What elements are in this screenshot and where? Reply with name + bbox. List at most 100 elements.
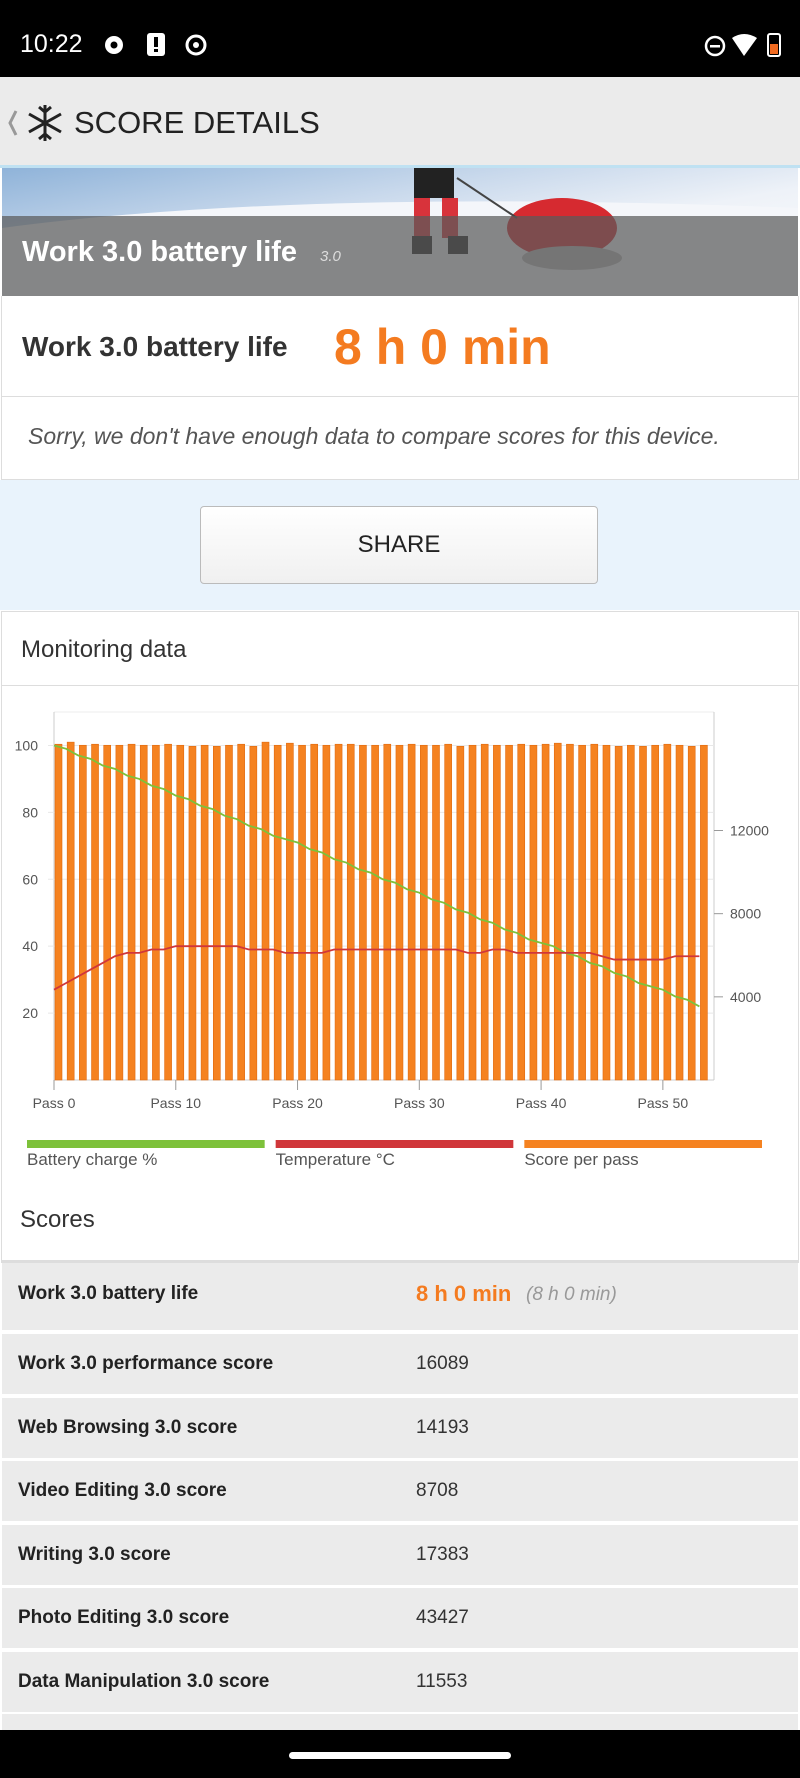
score-value: 14193 [416, 1416, 469, 1438]
score-bar [700, 744, 708, 1081]
score-bar [639, 746, 647, 1081]
y-tick-label: 40 [22, 938, 38, 954]
y2-tick-label: 4000 [730, 989, 761, 1005]
legend-label: Score per pass [524, 1150, 638, 1169]
score-bar [663, 743, 672, 1081]
score-label: Web Browsing 3.0 score [18, 1416, 238, 1438]
nav-bar [0, 1730, 800, 1778]
score-bar [553, 742, 562, 1081]
score-value: 8708 [416, 1480, 459, 1501]
score-bar [91, 743, 99, 1081]
score-bar [529, 744, 538, 1081]
y-tick-label: 80 [22, 804, 38, 820]
status-icons [105, 33, 207, 56]
score-bar [371, 744, 379, 1081]
y-tick-label: 100 [15, 737, 39, 753]
score-bar [432, 744, 440, 1081]
score-bar [139, 744, 148, 1081]
page-title: SCORE DETAILS [74, 105, 320, 140]
score-bar [152, 744, 160, 1081]
note-card: Sorry, we don't have enough data to comp… [1, 397, 799, 480]
score-bar [578, 744, 586, 1081]
score-value: 17383 [416, 1543, 469, 1565]
app-header: SCORE DETAILS [0, 77, 800, 168]
monitoring-chart: 20 40 60 80 100 4000 8000 12000 Pass 0 Pass 10 Pas… [15, 711, 769, 1169]
score-row: Work 3.0 performance score 16089 [2, 1334, 798, 1394]
score-value: 16089 [416, 1353, 469, 1374]
score-bar [273, 744, 282, 1081]
score-bar [115, 744, 124, 1081]
score-row: Video Editing 3.0 score 8708 [2, 1461, 798, 1521]
score-bar [103, 744, 112, 1081]
score-bar [310, 743, 319, 1081]
home-indicator[interactable] [289, 1752, 511, 1759]
score-bar [541, 743, 550, 1081]
partial-row [2, 1714, 798, 1730]
x-tick-label: Pass 50 [638, 1095, 689, 1111]
score-bar [188, 746, 197, 1081]
back-icon[interactable] [6, 101, 70, 145]
scores-table: Work 3.0 battery life 8 h 0 min (8 h 0 min… [2, 1263, 798, 1712]
y-tick-label: 20 [22, 1005, 38, 1021]
score-bar [627, 744, 635, 1081]
score-label: Work 3.0 performance score [18, 1353, 274, 1374]
banner-title: Work 3.0 battery life [22, 236, 298, 268]
y2-tick-label: 12000 [730, 823, 769, 839]
score-bar [359, 744, 367, 1081]
legend-swatch [27, 1140, 265, 1148]
score-bar [225, 744, 233, 1081]
status-time: 10:22 [20, 30, 83, 58]
score-bar [213, 746, 221, 1081]
series-line [53, 945, 700, 991]
score-bar [127, 743, 136, 1081]
score-bar [176, 744, 185, 1081]
result-value: 8 h 0 min [334, 319, 551, 375]
legend-swatch [524, 1140, 762, 1148]
score-label: Data Manipulation 3.0 score [18, 1670, 270, 1692]
x-tick-label: Pass 40 [516, 1095, 567, 1111]
score-bar [590, 743, 599, 1081]
x-tick-label: Pass 10 [150, 1095, 201, 1111]
score-bar [322, 744, 331, 1081]
score-label: Video Editing 3.0 score [18, 1480, 227, 1501]
legend-label: Temperature °C [276, 1150, 395, 1169]
banner-version: 3.0 [320, 248, 341, 265]
score-row: Writing 3.0 score 17383 [2, 1524, 798, 1585]
scores-title: Scores [20, 1206, 95, 1233]
score-bar [395, 744, 404, 1081]
status-right-icons [704, 33, 781, 57]
score-value: 8 h 0 min [416, 1281, 512, 1306]
score-bar [687, 746, 696, 1081]
legend-swatch [275, 1140, 514, 1148]
score-bar [334, 743, 343, 1081]
score-row: Web Browsing 3.0 score 14193 [2, 1397, 798, 1458]
status-bar: 10:22 [0, 0, 800, 77]
score-bar [298, 744, 306, 1081]
monitoring-title: Monitoring data [21, 636, 187, 663]
score-bar [566, 743, 574, 1081]
score-bar [286, 742, 294, 1081]
score-bar [66, 741, 75, 1081]
score-bar [444, 743, 452, 1081]
score-bar [420, 744, 428, 1081]
score-bar [79, 744, 87, 1081]
share-button[interactable]: SHARE [200, 506, 598, 584]
score-bar [407, 743, 416, 1081]
banner: Work 3.0 battery life 3.0 [2, 168, 798, 296]
score-label: Work 3.0 battery life [18, 1283, 199, 1304]
score-bar [505, 744, 513, 1081]
series-line [53, 744, 700, 1008]
score-bar [346, 743, 355, 1081]
score-value: 11553 [416, 1670, 468, 1692]
share-area: SHARE [0, 480, 800, 610]
score-value: 43427 [416, 1607, 469, 1628]
score-bar [651, 744, 659, 1081]
score-bar [249, 746, 258, 1081]
x-tick-label: Pass 20 [272, 1095, 323, 1111]
result-label: Work 3.0 battery life [22, 331, 288, 362]
x-tick-label: Pass 30 [394, 1095, 445, 1111]
score-row: Work 3.0 battery life 8 h 0 min (8 h 0 min… [2, 1263, 798, 1330]
score-bar [480, 743, 489, 1081]
legend-label: Battery charge % [27, 1150, 157, 1169]
